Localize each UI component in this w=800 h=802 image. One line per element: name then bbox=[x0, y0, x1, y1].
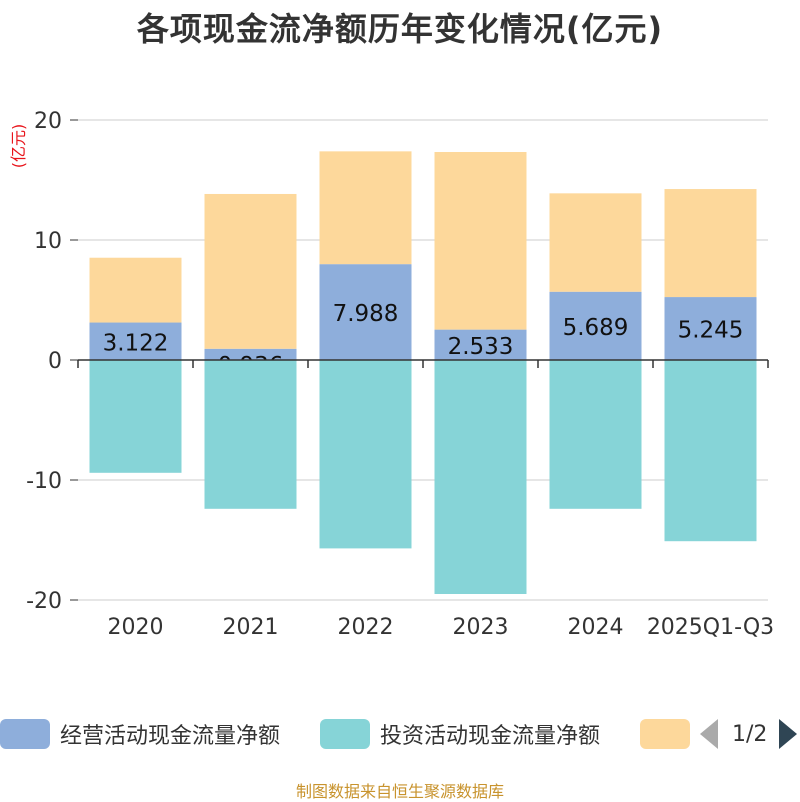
bar-financing[interactable] bbox=[89, 257, 182, 323]
legend-label-investing: 投资活动现金流量净额 bbox=[380, 724, 601, 749]
bar-value-label: 2.533 bbox=[448, 334, 514, 360]
bar-investing[interactable] bbox=[664, 360, 757, 542]
y-tick-label: -20 bbox=[26, 589, 62, 614]
bar-operating[interactable] bbox=[204, 348, 297, 360]
bar-investing[interactable] bbox=[89, 360, 182, 473]
legend-label-operating: 经营活动现金流量净额 bbox=[60, 724, 281, 749]
legend-swatch-financing bbox=[640, 719, 690, 749]
chart-title: 各项现金流净额历年变化情况(亿元) bbox=[136, 10, 664, 48]
bar-value-label: 7.988 bbox=[333, 301, 399, 327]
bar-operating[interactable] bbox=[664, 297, 757, 360]
bar-value-label: 3.122 bbox=[103, 330, 169, 356]
legend-item-financing[interactable] bbox=[640, 716, 700, 752]
bar-financing[interactable] bbox=[319, 151, 412, 265]
y-tick-label: 10 bbox=[34, 229, 62, 254]
x-tick-label: 2021 bbox=[223, 615, 279, 640]
y-tick-label: 20 bbox=[34, 109, 62, 134]
source-note: 制图数据来自恒生聚源数据库 bbox=[295, 782, 504, 801]
bar-operating[interactable] bbox=[434, 329, 527, 360]
x-tick-label: 2020 bbox=[108, 615, 164, 640]
bar-investing[interactable] bbox=[434, 360, 527, 594]
bar-financing[interactable] bbox=[664, 189, 757, 298]
bar-financing[interactable] bbox=[204, 193, 297, 349]
y-tick-label: -10 bbox=[26, 469, 62, 494]
legend-swatch-investing bbox=[320, 719, 370, 749]
bar-investing[interactable] bbox=[549, 360, 642, 509]
legend-next-page-icon[interactable] bbox=[779, 719, 798, 749]
y-tick-label: 0 bbox=[48, 349, 62, 374]
bar-investing[interactable] bbox=[319, 360, 412, 549]
bar-financing[interactable] bbox=[549, 193, 642, 292]
legend: 经营活动现金流量净额 投资活动现金流量净额 1/2 bbox=[0, 716, 800, 756]
bar-investing[interactable] bbox=[204, 360, 297, 509]
bar-value-label: 5.245 bbox=[678, 318, 744, 344]
bar-operating[interactable] bbox=[319, 264, 412, 360]
bar-operating[interactable] bbox=[89, 322, 182, 360]
chart-plot: -20-1001020(亿元)3.1220.9367.9882.5335.689… bbox=[9, 109, 774, 640]
x-tick-label: 2022 bbox=[338, 615, 394, 640]
legend-prev-page-icon[interactable] bbox=[700, 719, 718, 749]
legend-item-operating[interactable]: 经营活动现金流量净额 bbox=[0, 716, 280, 752]
bar-operating[interactable] bbox=[549, 291, 642, 360]
bar-financing[interactable] bbox=[434, 152, 527, 330]
x-tick-label: 2025Q1-Q3 bbox=[647, 615, 774, 640]
legend-swatch-operating bbox=[0, 719, 50, 749]
legend-item-investing[interactable]: 投资活动现金流量净额 bbox=[320, 716, 600, 752]
legend-page-indicator: 1/2 bbox=[732, 721, 768, 747]
bar-value-label: 5.689 bbox=[563, 315, 629, 341]
y-axis-label: (亿元) bbox=[9, 124, 28, 169]
x-tick-label: 2023 bbox=[453, 615, 509, 640]
x-tick-label: 2024 bbox=[568, 615, 624, 640]
legend-pager: 1/2 bbox=[700, 716, 798, 752]
